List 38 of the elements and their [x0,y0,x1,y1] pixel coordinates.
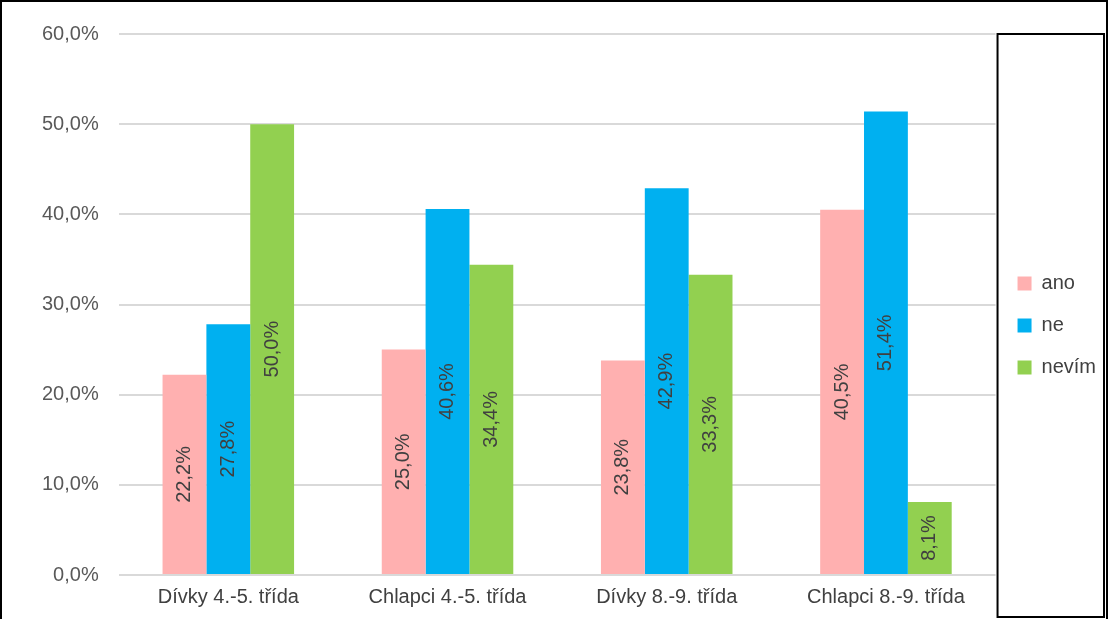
data-label: 8,1% [917,514,940,561]
bar [162,374,207,574]
data-label: 33,3% [698,395,721,453]
legend-label: nevím [1041,355,1097,378]
bar [688,274,733,574]
y-tick-label: 50,0% [41,111,99,134]
y-tick-label: 10,0% [41,472,99,495]
y-tick-label: 60,0% [41,21,99,44]
bar [644,188,689,574]
x-tick-label: Dívky 8.-9. třída [596,584,739,607]
bar [250,124,295,574]
bar [381,349,426,574]
legend-label: ano [1041,271,1075,294]
bar [600,360,645,574]
bar [907,501,952,574]
y-tick-label: 0,0% [53,562,99,585]
data-label: 40,5% [829,363,852,421]
y-tick-label: 40,0% [41,201,99,224]
data-label: 25,0% [391,433,414,491]
data-label: 34,4% [478,390,501,448]
data-label: 42,9% [654,352,677,410]
x-tick-label: Chlapci 4.-5. třída [368,584,528,607]
x-tick-label: Dívky 4.-5. třída [157,584,300,607]
data-label: 50,0% [259,320,282,378]
data-label: 40,6% [435,362,458,420]
bar [469,264,514,574]
y-tick-label: 20,0% [41,382,99,405]
data-label: 27,8% [215,420,238,478]
bar [206,324,251,574]
bar [864,111,908,574]
data-label: 51,4% [873,314,896,372]
bar [425,208,470,574]
x-tick-label: Chlapci 8.-9. třída [807,584,966,607]
legend-label: ne [1041,313,1064,336]
data-label: 22,2% [171,445,194,503]
bar [820,209,865,574]
data-label: 23,8% [610,438,633,496]
y-tick-label: 30,0% [41,292,99,315]
